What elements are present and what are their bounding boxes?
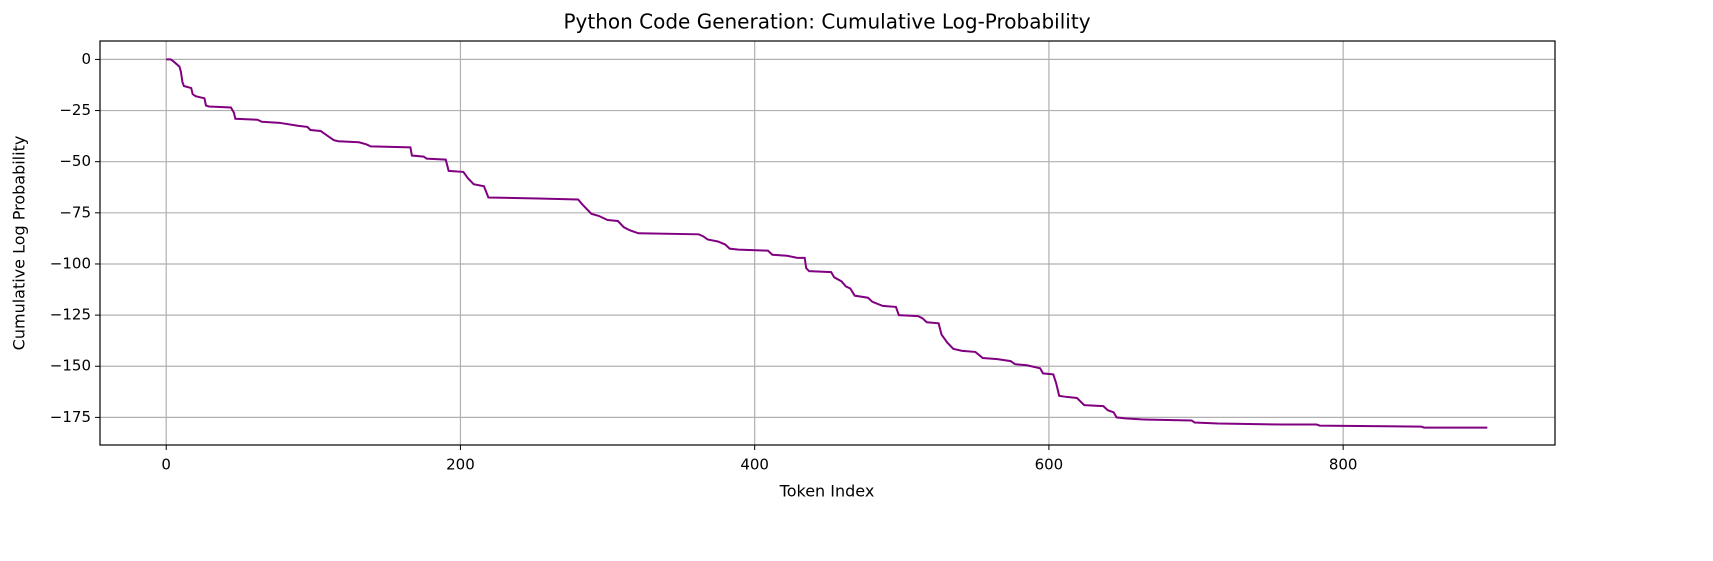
- y-tick-label: −25: [59, 101, 91, 119]
- y-tick-label: −100: [50, 254, 91, 272]
- x-tick-label: 400: [740, 456, 769, 474]
- x-tick-label: 600: [1035, 456, 1064, 474]
- chart-title: Python Code Generation: Cumulative Log-P…: [563, 10, 1090, 34]
- x-tick-label: 200: [446, 456, 475, 474]
- y-tick-label: −75: [59, 203, 91, 221]
- data-line: [166, 58, 1488, 429]
- y-tick-label: −50: [59, 152, 91, 170]
- y-tick-label: −125: [50, 306, 91, 324]
- x-tick-label: 0: [161, 456, 171, 474]
- x-axis-label: Token Index: [779, 482, 875, 501]
- x-tick-label: 800: [1329, 456, 1358, 474]
- plot-frame: [99, 40, 1556, 446]
- y-tick-label: −175: [50, 408, 91, 426]
- y-axis-label: Cumulative Log Probability: [10, 136, 29, 351]
- y-tick-label: 0: [81, 50, 91, 68]
- y-tick-label: −150: [50, 357, 91, 375]
